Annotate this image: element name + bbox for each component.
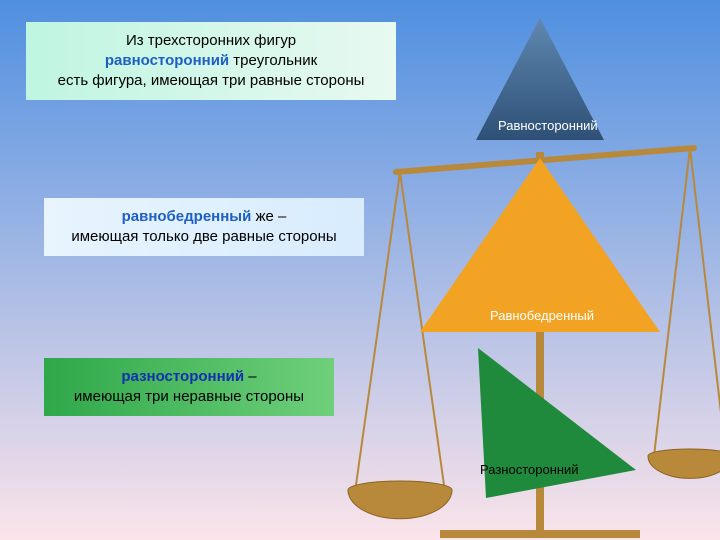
- left-pan-string: [400, 172, 444, 486]
- text-run: треугольник: [229, 52, 317, 69]
- text-run: разносторонний: [121, 368, 244, 385]
- slide-stage: Из трехсторонних фигур равносторонний тре…: [0, 0, 720, 540]
- text-line: равнобедренный же –: [52, 207, 356, 227]
- text-run: имеющая три неравные стороны: [74, 388, 304, 405]
- text-run: равносторонний: [105, 52, 229, 69]
- text-run: равнобедренный: [122, 208, 252, 225]
- scalene-label: Разносторонний: [480, 462, 579, 477]
- scale-beam: [396, 148, 694, 172]
- scalene-definition-box: разносторонний –имеющая три неравные сто…: [44, 358, 334, 416]
- text-line: разносторонний –: [52, 367, 326, 387]
- scale-base: [440, 530, 640, 538]
- right-pan-string: [654, 148, 690, 453]
- isosceles-triangle: [420, 158, 660, 332]
- text-line: имеющая три неравные стороны: [52, 387, 326, 407]
- left-pan-bowl: [348, 481, 452, 519]
- text-run: –: [244, 368, 257, 385]
- text-line: имеющая только две равные стороны: [52, 227, 356, 247]
- text-run: есть фигура, имеющая три равные стороны: [58, 72, 365, 89]
- isosceles-label: Равнобедренный: [490, 308, 594, 323]
- right-pan-bowl: [648, 449, 720, 478]
- text-line: равносторонний треугольник: [34, 51, 388, 71]
- text-line: есть фигура, имеющая три равные стороны: [34, 71, 388, 91]
- equilateral-definition-box: Из трехсторонних фигур равносторонний тре…: [26, 22, 396, 100]
- text-run: имеющая только две равные стороны: [71, 228, 336, 245]
- text-line: Из трехсторонних фигур: [34, 31, 388, 51]
- equilateral-label: Равносторонний: [498, 118, 598, 133]
- isosceles-definition-box: равнобедренный же –имеющая только две ра…: [44, 198, 364, 256]
- right-pan-string: [690, 148, 720, 453]
- text-run: же –: [251, 208, 286, 225]
- text-run: Из трехсторонних фигур: [126, 32, 296, 49]
